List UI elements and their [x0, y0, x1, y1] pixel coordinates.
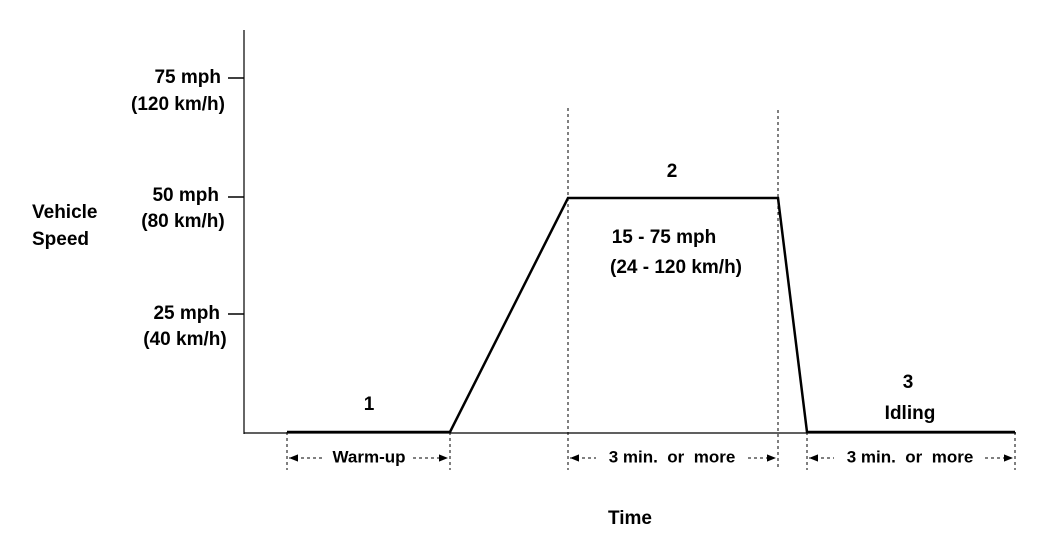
tick-label: 75 mph: [154, 67, 221, 88]
speed-profile: [287, 196, 1015, 434]
tick-label: (120 km/h): [131, 94, 225, 115]
phase-name: Idling: [885, 403, 936, 424]
x-axis-label: Time: [608, 508, 652, 529]
phase-number: 3: [903, 372, 914, 393]
y-axis-label: Speed: [32, 229, 89, 250]
speed-range: 15 - 75 mph: [612, 227, 717, 248]
tick-label: 50 mph: [152, 185, 219, 206]
phase-number: 2: [667, 161, 678, 182]
tick-label: (40 km/h): [143, 329, 226, 350]
tick-label: 25 mph: [153, 303, 220, 324]
duration-label: 3 min. or more: [847, 447, 974, 466]
duration-label: Warm-up: [332, 447, 405, 466]
phase-number: 1: [364, 394, 375, 415]
speed-range: (24 - 120 km/h): [610, 257, 742, 278]
tick-label: (80 km/h): [141, 211, 224, 232]
y-axis-label: Vehicle: [32, 202, 98, 223]
duration-label: 3 min. or more: [609, 447, 736, 466]
